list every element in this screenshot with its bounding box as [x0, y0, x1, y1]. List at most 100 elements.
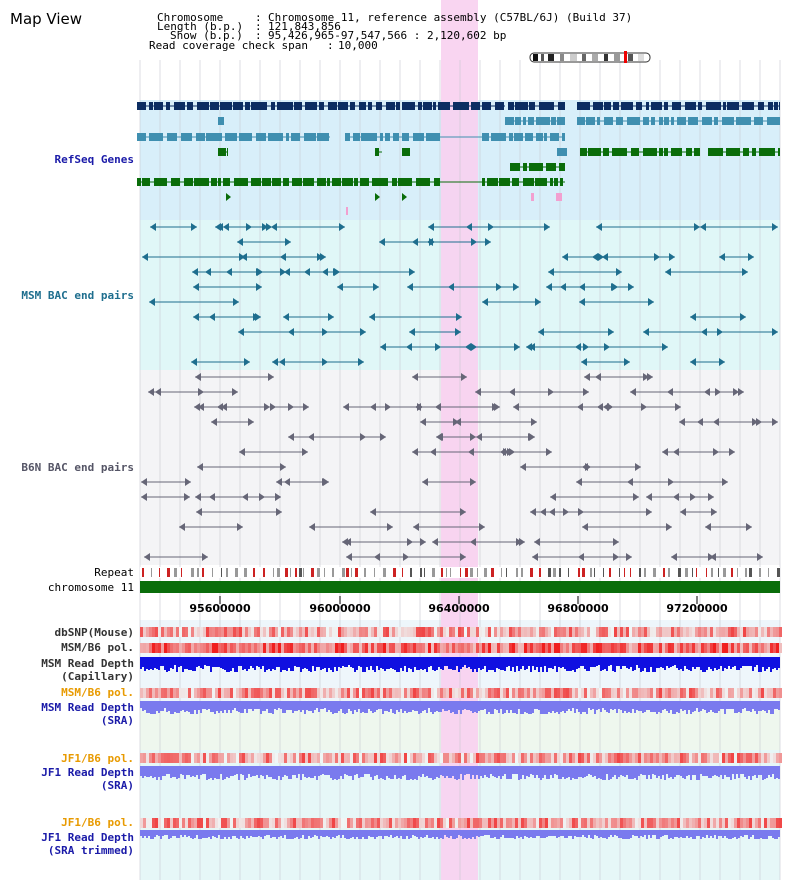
- heat-cell: [173, 643, 176, 653]
- read-depth-bar: [380, 701, 382, 709]
- heat-cell: [407, 643, 410, 653]
- heat-cell: [185, 643, 188, 653]
- heat-cell: [677, 643, 680, 653]
- heat-cell: [449, 818, 452, 828]
- read-depth-bar: [560, 766, 562, 779]
- heat-cell: [524, 643, 527, 653]
- heat-cell: [557, 753, 560, 763]
- heat-cell: [473, 627, 476, 637]
- heat-cell: [539, 753, 542, 763]
- heat-cell: [389, 627, 392, 637]
- read-depth-bar: [598, 657, 600, 665]
- heat-cell: [236, 818, 239, 828]
- read-depth-bar: [320, 830, 322, 836]
- read-depth-bar: [312, 766, 314, 778]
- repeat-mark: [594, 568, 595, 577]
- read-depth-bar: [198, 766, 200, 779]
- read-depth-bar: [472, 657, 474, 672]
- bac-end-marker: [529, 433, 535, 441]
- read-depth-bar: [516, 766, 518, 774]
- repeat-mark: [484, 568, 487, 577]
- read-depth-bar: [398, 701, 400, 712]
- heat-cell: [623, 643, 626, 653]
- read-depth-bar: [734, 657, 736, 666]
- read-depth-bar: [460, 657, 462, 669]
- bac-end-marker: [669, 253, 675, 261]
- bac-end-marker: [194, 403, 200, 411]
- heat-cell: [713, 643, 716, 653]
- read-depth-bar: [644, 701, 646, 712]
- bac-end-marker: [239, 448, 245, 456]
- read-depth-bar: [474, 830, 476, 839]
- read-depth-bar: [402, 657, 404, 671]
- read-depth-bar: [284, 830, 286, 835]
- read-depth-bar: [370, 830, 372, 837]
- heat-cell: [722, 643, 725, 653]
- bac-end-marker: [507, 448, 513, 456]
- read-depth-bar: [732, 830, 734, 838]
- read-depth-bar: [318, 701, 320, 712]
- read-depth-bar: [288, 766, 290, 779]
- heat-cell: [407, 818, 410, 828]
- read-depth-bar: [660, 657, 662, 667]
- read-depth-bar: [488, 830, 490, 835]
- read-depth-bar: [156, 657, 158, 669]
- read-depth-bar: [586, 766, 588, 776]
- heat-cell: [539, 818, 542, 828]
- heat-cell: [410, 643, 413, 653]
- heat-cell: [179, 688, 182, 698]
- read-depth-bar: [348, 701, 350, 709]
- read-depth-bar: [536, 657, 538, 667]
- read-depth-bar: [308, 766, 310, 777]
- gene-exon: [754, 117, 763, 125]
- read-depth-bar: [670, 830, 672, 838]
- heat-cell: [395, 688, 398, 698]
- heat-cell: [305, 818, 308, 828]
- heat-cell: [194, 688, 197, 698]
- read-depth-bar: [702, 657, 704, 672]
- heat-cell: [752, 753, 755, 763]
- bac-end-marker: [284, 478, 290, 486]
- heat-cell: [725, 627, 728, 637]
- heat-cell: [194, 643, 197, 653]
- bac-end-marker: [413, 523, 419, 531]
- heat-cell: [452, 688, 455, 698]
- heat-cell: [650, 818, 653, 828]
- read-depth-bar: [266, 701, 268, 709]
- bac-end-marker: [575, 343, 581, 351]
- read-depth-bar: [668, 657, 670, 668]
- heat-cell: [689, 753, 692, 763]
- heat-cell: [359, 643, 362, 653]
- heat-cell: [377, 818, 380, 828]
- bac-end-marker: [562, 253, 568, 261]
- read-depth-bar: [760, 830, 762, 838]
- bac-end-marker: [185, 478, 191, 486]
- read-depth-bar: [154, 766, 156, 777]
- gene-exon: [482, 133, 489, 141]
- read-depth-bar: [276, 830, 278, 839]
- read-depth-bar: [294, 701, 296, 711]
- heat-cell: [146, 818, 149, 828]
- read-depth-bar: [412, 701, 414, 710]
- heat-cell: [743, 643, 746, 653]
- bac-end-marker: [719, 253, 725, 261]
- read-depth-bar: [352, 766, 354, 780]
- read-depth-bar: [260, 657, 262, 669]
- read-depth-bar: [302, 830, 304, 835]
- heat-cell: [581, 688, 584, 698]
- heat-cell: [593, 688, 596, 698]
- read-depth-bar: [524, 766, 526, 779]
- read-depth-bar: [540, 657, 542, 667]
- heat-cell: [383, 643, 386, 653]
- heat-cell: [140, 643, 143, 653]
- gene-exon: [554, 178, 558, 186]
- read-depth-bar: [358, 830, 360, 839]
- heat-cell: [671, 753, 674, 763]
- heat-cell: [500, 753, 503, 763]
- heat-cell: [656, 643, 659, 653]
- read-depth-bar: [208, 701, 210, 709]
- heat-cell: [191, 627, 194, 637]
- heat-cell: [569, 818, 572, 828]
- heat-cell: [161, 643, 164, 653]
